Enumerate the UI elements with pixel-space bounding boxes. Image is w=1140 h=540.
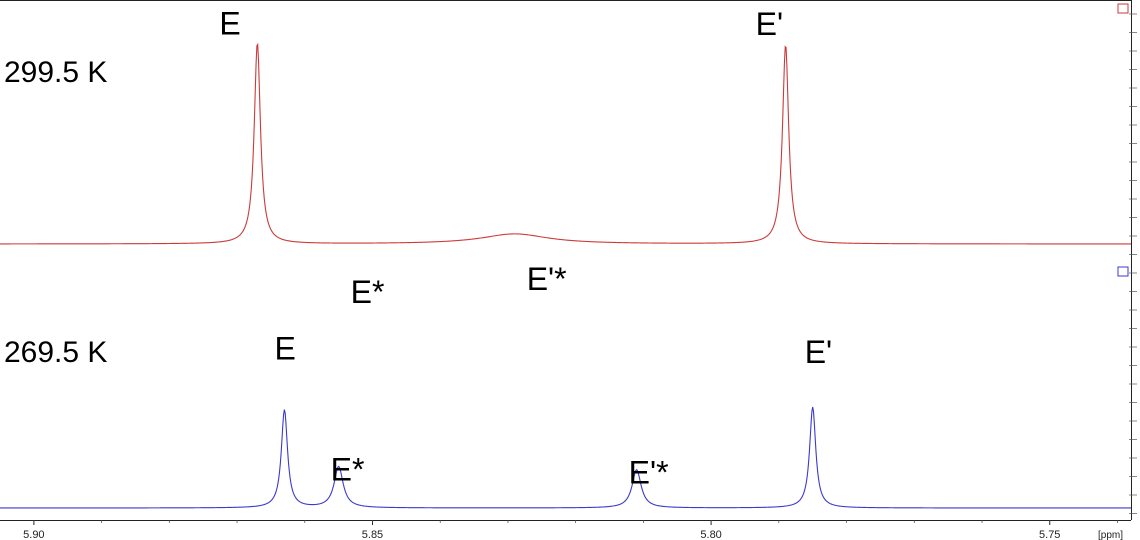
series-marker [1117,3,1129,14]
peak-label: E' [805,334,832,370]
x-unit-label: [ppm] [1098,530,1123,540]
spectrum-line [0,42,1131,245]
peak-label: E' [756,6,783,42]
series-marker [1117,266,1129,277]
peak-label: E'* [527,261,567,297]
temperature-labels: 299.5 K 269.5 K [4,3,1129,369]
x-tick-label: 5.75 [1039,529,1060,540]
peak-label: E'* [629,455,669,491]
x-tick-label: 5.90 [23,529,44,540]
series-label: 299.5 K [4,56,107,89]
peak-label: E [219,6,240,42]
peak-labels: E E' E* E'* E E* E'* E' [219,6,832,491]
spectrum-line [0,406,1131,509]
series-label: 269.5 K [4,336,107,369]
spectrum-traces [0,42,1131,509]
peak-label: E* [351,274,385,310]
plot-frame [0,0,1137,521]
x-tick-label: 5.80 [700,529,721,540]
x-axis: 5.90 5.85 5.80 5.75 [ppm] [23,520,1123,540]
x-tick-label: 5.85 [362,529,383,540]
peak-label: E* [331,451,365,487]
peak-label: E [274,331,295,367]
